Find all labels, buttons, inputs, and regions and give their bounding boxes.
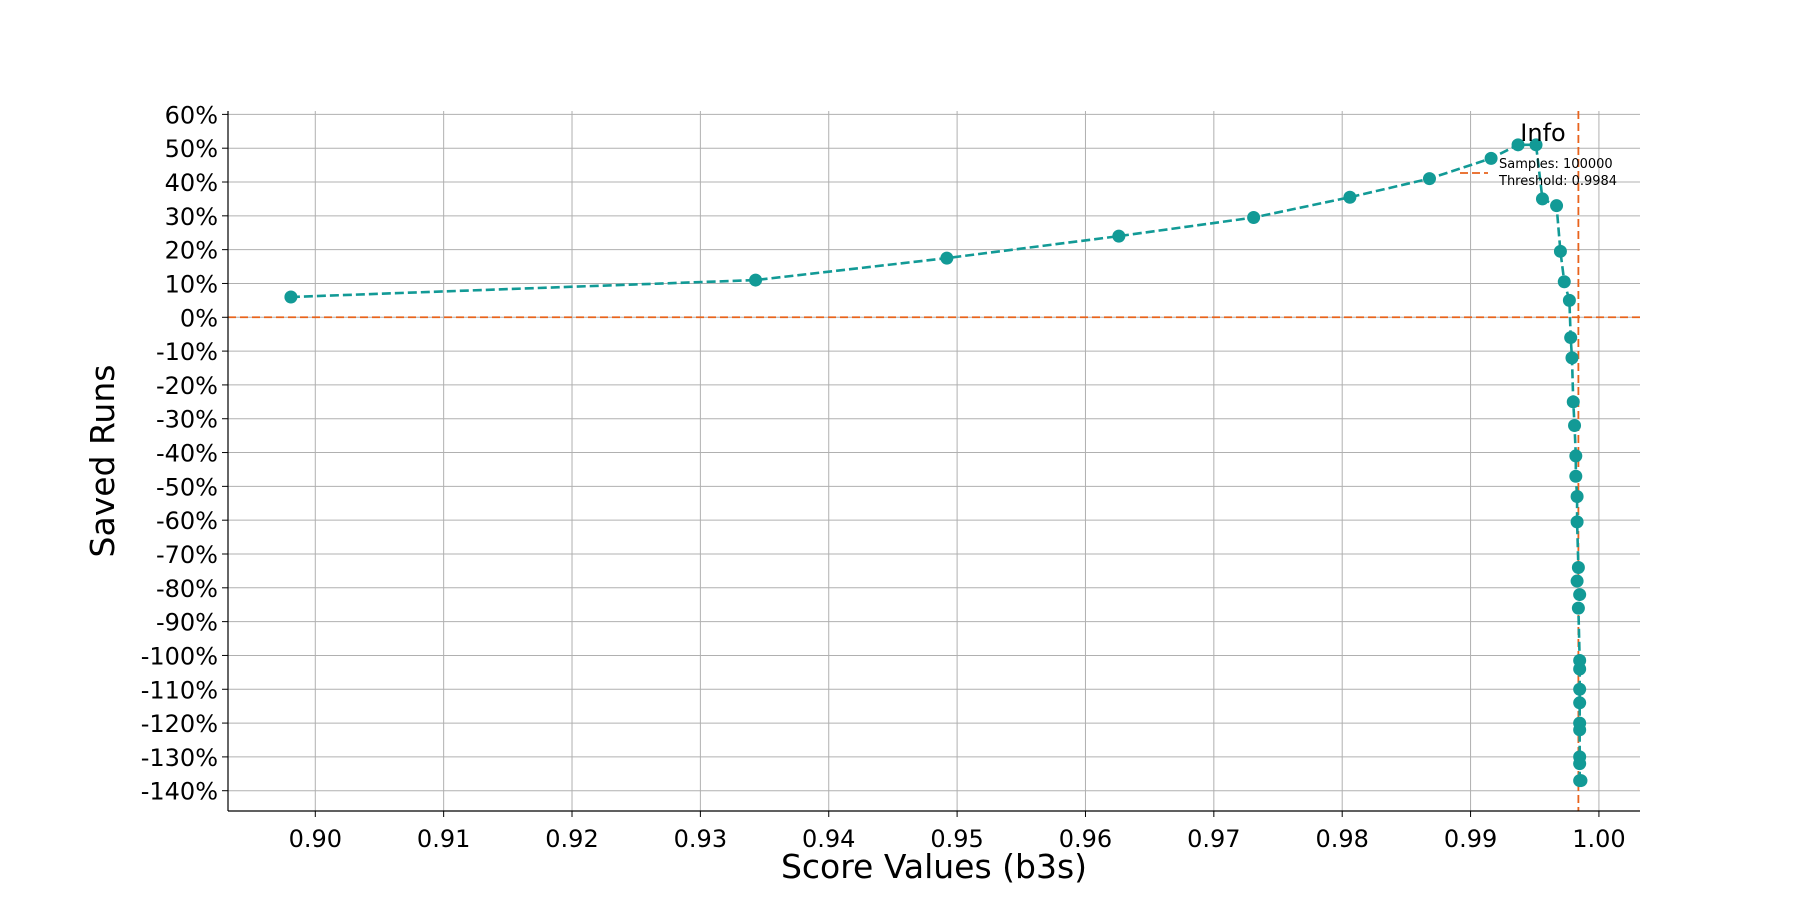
y-tick-label: -120% [141,710,218,738]
x-tick-label: 0.94 [802,825,855,853]
data-point [1570,574,1584,588]
x-tick-label: 0.93 [674,825,727,853]
x-tick-label: 0.96 [1059,825,1112,853]
data-point [1564,331,1578,345]
y-tick-label: 30% [165,203,218,231]
data-point [1569,469,1583,483]
data-point [1529,138,1543,152]
y-tick-label: -20% [156,372,218,400]
x-tick-label: 0.98 [1315,825,1368,853]
data-point [1535,192,1549,206]
y-tick-label: -80% [156,575,218,603]
data-point [1422,172,1436,186]
y-tick-label: -30% [156,406,218,434]
x-axis-label: Score Values (b3s) [781,847,1087,886]
data-point [940,251,954,265]
axes [222,111,1640,817]
data-point [1571,561,1585,575]
data-point [1553,244,1567,258]
legend-title: Info [1520,119,1565,147]
data-point [1573,662,1587,676]
data-point [1570,490,1584,504]
data-point [1568,418,1582,432]
y-tick-label: -140% [141,778,218,806]
data-point [1573,696,1587,710]
data-point [1565,351,1579,365]
x-tick-label: 0.91 [417,825,470,853]
x-tick-label: 0.90 [289,825,342,853]
y-axis-label: Saved Runs [83,365,122,558]
y-tick-label: 20% [165,237,218,265]
data-point [1573,757,1587,771]
data-point [1573,682,1587,696]
grid-lines [228,111,1640,811]
tick-labels: 0.90 0.91 0.92 0.93 0.94 0.95 0.96 0.97 0.98 0.99… [141,101,1626,853]
y-tick-label: -130% [141,744,218,772]
data-point [1566,395,1580,409]
y-tick-label: -40% [156,440,218,468]
data-point [1247,211,1261,225]
data-point [1557,275,1571,289]
y-tick-label: -60% [156,507,218,535]
data-point [284,290,298,304]
y-tick-label: 0% [180,304,218,332]
data-point [1562,293,1576,307]
x-tick-label: 0.95 [930,825,983,853]
data-series [284,138,1588,788]
x-tick-label: 1.00 [1572,825,1625,853]
data-point [1511,138,1525,152]
y-tick-label: 60% [165,101,218,129]
x-tick-label: 0.92 [545,825,598,853]
y-tick-label: 40% [165,169,218,197]
y-tick-label: -50% [156,473,218,501]
data-point [1550,199,1564,213]
y-tick-label: -90% [156,609,218,637]
y-tick-label: -10% [156,338,218,366]
data-point [749,273,763,287]
y-tick-label: -100% [141,642,218,670]
data-point [1343,190,1357,204]
data-point [1112,229,1126,243]
x-tick-label: 0.99 [1444,825,1497,853]
data-point [1573,588,1587,602]
y-tick-label: 50% [165,135,218,163]
y-tick-label: -70% [156,541,218,569]
data-point [1574,774,1588,788]
y-tick-label: 10% [165,270,218,298]
legend-entry-samples: Samples: 100000 [1499,157,1613,172]
data-point [1484,151,1498,165]
legend-entry-threshold: Threshold: 0.9984 [1498,174,1617,189]
x-tick-label: 0.97 [1187,825,1240,853]
data-point [1569,449,1583,463]
data-point [1571,601,1585,615]
legend: Info Samples: 100000 Threshold: 0.9984 [1460,119,1617,189]
data-point [1573,723,1587,737]
data-point [1570,515,1584,529]
y-tick-label: -110% [141,676,218,704]
series-line [290,143,1581,782]
